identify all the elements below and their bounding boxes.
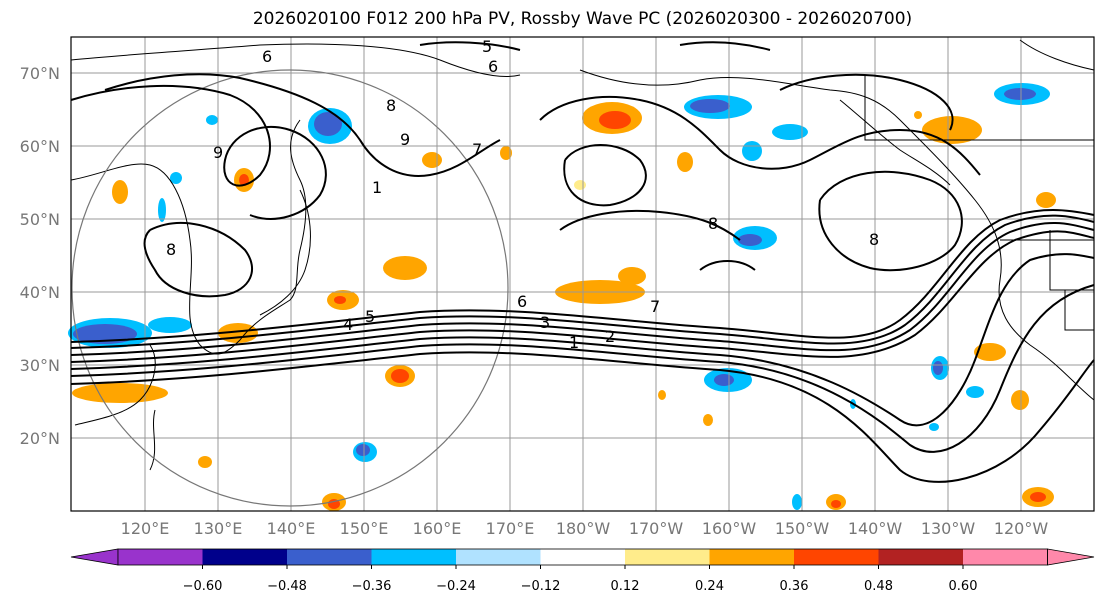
lon-label: 180°W xyxy=(556,519,611,538)
contour-label: 6 xyxy=(488,57,498,76)
lon-label: 130°W xyxy=(921,519,976,538)
colorbar-segment xyxy=(709,549,795,565)
colorbar-tick-label: −0.36 xyxy=(352,579,392,594)
colorbar-tick-label: −0.60 xyxy=(183,579,223,594)
colorbar-tick-label: −0.48 xyxy=(267,579,307,594)
lon-label: 170°E xyxy=(486,519,535,538)
colorbar-segment xyxy=(287,549,372,565)
radius-circle xyxy=(71,69,509,507)
contour-label: 7 xyxy=(472,140,482,159)
contour-label: 7 xyxy=(650,297,660,316)
colorbar-tick-label: −0.24 xyxy=(436,579,476,594)
colorbar xyxy=(70,548,1095,569)
contour-label: 1 xyxy=(569,333,579,352)
contour-label: 4 xyxy=(343,315,353,334)
colorbar-segment xyxy=(456,549,541,565)
lon-label: 140°E xyxy=(267,519,316,538)
contour-label: 9 xyxy=(400,130,410,149)
contour-label: 5 xyxy=(365,307,375,326)
coastlines xyxy=(70,39,1095,471)
map-title: 2026020100 F012 200 hPa PV, Rossby Wave … xyxy=(252,9,913,29)
latitude-labels: 70°N 60°N 50°N 40°N 30°N 20°N xyxy=(20,64,60,448)
contour-label: 5 xyxy=(482,37,492,56)
lat-label: 20°N xyxy=(20,429,60,448)
contour-label: 6 xyxy=(262,47,272,66)
lon-label: 170°W xyxy=(629,519,684,538)
colorbar-tick-label: 0.12 xyxy=(611,579,640,594)
colorbar-extend-min xyxy=(70,548,119,566)
lat-label: 50°N xyxy=(20,210,60,229)
contour-label: 1 xyxy=(372,178,382,197)
contour-label: 8 xyxy=(166,240,176,259)
colorbar-segment xyxy=(878,549,964,565)
colorbar-segment xyxy=(118,549,203,565)
lon-label: 150°E xyxy=(340,519,389,538)
lon-label: 150°W xyxy=(775,519,830,538)
colorbar-tick-label: 0.60 xyxy=(949,579,978,594)
colorbar-segment xyxy=(794,549,879,565)
colorbar-border xyxy=(117,548,1048,566)
lon-label: 130°E xyxy=(194,519,243,538)
colorbar-segment xyxy=(202,549,288,565)
contour-label: 6 xyxy=(517,292,527,311)
contour-labels: 1 2 3 4 5 6 7 8 8 8 8 9 9 5 6 6 7 1 xyxy=(166,37,879,352)
colorbar-segment xyxy=(625,549,710,565)
map-frame xyxy=(70,36,1095,512)
lon-label: 160°E xyxy=(413,519,462,538)
contour-label: 8 xyxy=(386,96,396,115)
colorbar-ticks: −0.60 −0.48 −0.36 −0.24 −0.12 0.12 0.24 … xyxy=(183,579,978,594)
longitude-labels: 120°E 130°E 140°E 150°E 160°E 170°E 180°… xyxy=(121,519,1049,538)
colorbar-segment xyxy=(371,549,457,565)
colorbar-tick-label: 0.24 xyxy=(695,579,724,594)
pv-contours xyxy=(70,41,1095,483)
contour-label: 8 xyxy=(869,230,879,249)
lat-label: 40°N xyxy=(20,283,60,302)
colorbar-tick-label: 0.36 xyxy=(780,579,809,594)
contour-label: 8 xyxy=(708,214,718,233)
colorbar-tick-label: −0.12 xyxy=(521,579,561,594)
lat-label: 70°N xyxy=(20,64,60,83)
colorbar-segment xyxy=(540,549,626,565)
contour-label: 2 xyxy=(605,327,615,346)
lat-label: 30°N xyxy=(20,356,60,375)
colorbar-tick-label: 0.48 xyxy=(864,579,893,594)
lat-label: 60°N xyxy=(20,137,60,156)
lon-label: 120°W xyxy=(994,519,1049,538)
contour-label: 3 xyxy=(540,313,550,332)
contour-label: 9 xyxy=(213,143,223,162)
colorbar-extend-max xyxy=(1047,548,1095,566)
lon-label: 160°W xyxy=(702,519,757,538)
colorbar-segment xyxy=(963,549,1048,565)
lon-label: 120°E xyxy=(121,519,170,538)
lon-label: 140°W xyxy=(848,519,903,538)
